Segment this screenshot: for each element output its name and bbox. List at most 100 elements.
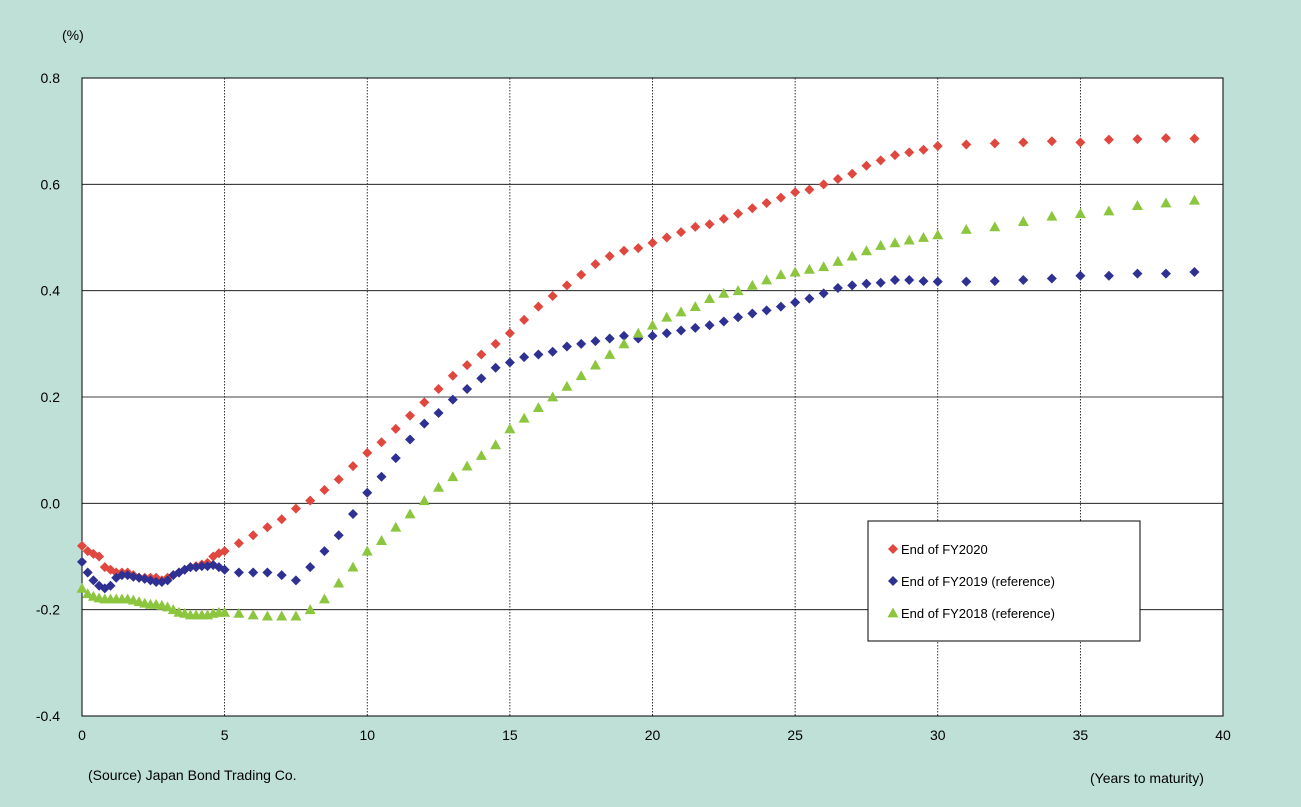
data-point (789, 266, 801, 277)
data-point (775, 269, 787, 280)
data-point (347, 508, 358, 519)
data-point (889, 237, 901, 248)
data-point (618, 338, 630, 349)
data-point (847, 168, 858, 179)
data-point (319, 485, 330, 496)
data-point (604, 348, 616, 359)
data-point (1046, 273, 1057, 284)
data-point (647, 237, 658, 248)
data-point (276, 514, 287, 525)
data-point (704, 219, 715, 230)
data-point (1132, 134, 1143, 145)
data-point (832, 283, 843, 294)
data-point (475, 449, 487, 460)
data-point (333, 530, 344, 541)
data-point (116, 570, 127, 581)
data-point (276, 570, 287, 581)
data-point (433, 481, 445, 492)
data-point (532, 402, 544, 413)
data-point (162, 601, 174, 612)
data-point (790, 297, 801, 308)
data-series (76, 133, 1200, 621)
data-point (82, 567, 93, 578)
y-tick-label: -0.2 (36, 602, 60, 618)
data-point (290, 503, 301, 514)
data-point (604, 251, 615, 262)
data-point (661, 328, 672, 339)
data-point (1160, 133, 1171, 144)
data-point (447, 471, 459, 482)
y-axis-ticks: -0.4 -0.2 0.0 0.2 0.4 0.6 0.8 (36, 70, 60, 724)
data-point (390, 453, 401, 464)
data-point (918, 144, 929, 155)
data-point (419, 397, 430, 408)
data-point (533, 349, 544, 360)
x-tick-label: 15 (502, 727, 518, 743)
y-unit-label: (%) (62, 27, 84, 43)
data-point (533, 301, 544, 312)
data-point (105, 580, 116, 591)
data-point (1189, 267, 1200, 278)
data-point (875, 277, 886, 288)
data-point (847, 280, 858, 291)
legend-marker (887, 607, 899, 618)
data-point (547, 391, 559, 402)
x-tick-label: 30 (930, 727, 946, 743)
data-point (561, 380, 573, 391)
data-point (1046, 136, 1057, 147)
data-point (1046, 210, 1058, 221)
data-point (490, 362, 501, 373)
data-point (462, 384, 473, 395)
data-point (818, 261, 830, 272)
data-point (318, 593, 330, 604)
data-point (761, 305, 772, 316)
data-point (233, 567, 244, 578)
data-point (276, 610, 288, 621)
data-point (219, 606, 231, 617)
data-point (1103, 270, 1114, 281)
data-point (333, 577, 345, 588)
y-tick-label: 0.0 (41, 495, 61, 511)
data-point (219, 564, 230, 575)
y-tick-label: 0.4 (41, 283, 61, 299)
data-point (818, 179, 829, 190)
data-point (989, 221, 1001, 232)
data-point (960, 224, 972, 234)
data-point (718, 213, 729, 224)
data-point (790, 187, 801, 198)
data-point (661, 311, 673, 322)
data-point (775, 301, 786, 312)
data-point (618, 330, 629, 341)
plot-border (81, 77, 1224, 717)
data-point (185, 562, 196, 573)
x-axis-label: (Years to maturity) (1090, 770, 1204, 786)
data-point (1018, 137, 1029, 148)
data-point (519, 352, 530, 363)
data-point (889, 150, 900, 161)
data-point (889, 275, 900, 286)
data-point (575, 370, 587, 381)
x-tick-label: 0 (78, 727, 86, 743)
data-point (747, 203, 758, 214)
data-point (1160, 268, 1171, 279)
data-point (775, 192, 786, 203)
data-point (589, 359, 601, 370)
data-point (676, 325, 687, 336)
data-point (162, 575, 173, 586)
data-point (932, 141, 943, 152)
data-point (989, 276, 1000, 287)
data-point (690, 322, 701, 333)
data-point (961, 276, 972, 287)
data-point (347, 461, 358, 472)
data-point (732, 285, 744, 296)
data-point (376, 535, 388, 545)
data-point (433, 407, 444, 418)
legend-marker (888, 576, 898, 586)
data-point (196, 561, 207, 572)
data-point (376, 437, 387, 448)
data-point (1017, 216, 1029, 226)
data-point (519, 314, 530, 325)
data-point (262, 567, 273, 578)
data-point (676, 227, 687, 238)
